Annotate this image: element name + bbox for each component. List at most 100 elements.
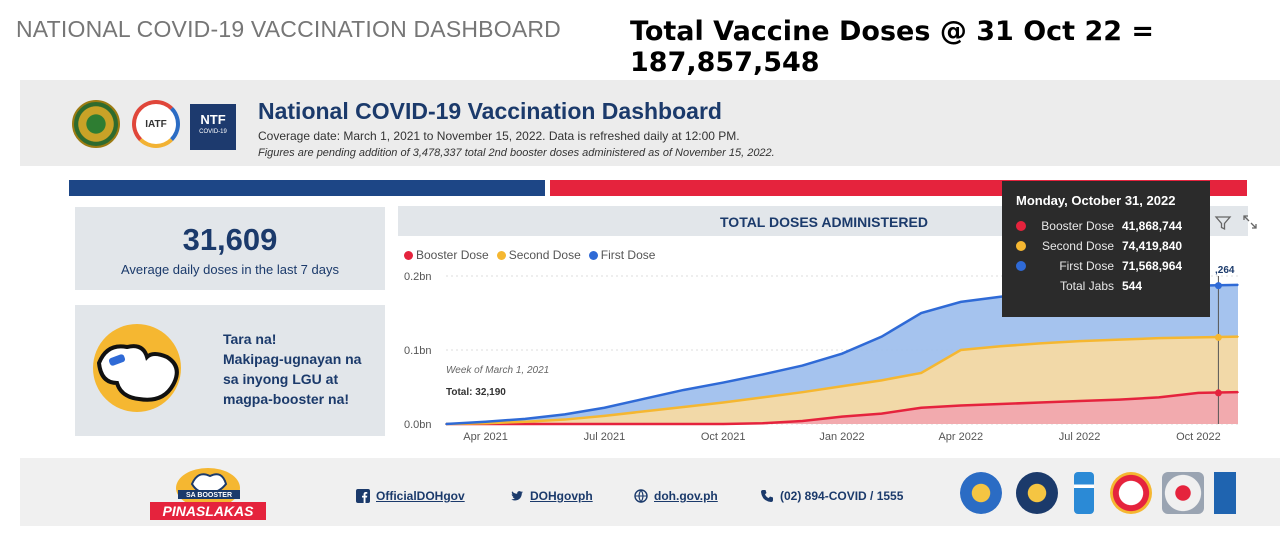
- tooltip-label-booster: Booster Dose: [1041, 219, 1114, 233]
- data-point: [1118, 338, 1120, 341]
- dashboard-header: IATF NTF COVID-19 National COVID-19 Vacci…: [20, 80, 1280, 166]
- avg-daily-doses-label: Average daily doses in the last 7 days: [120, 262, 339, 277]
- legend-item-booster[interactable]: Booster Dose: [404, 248, 489, 262]
- data-point: [960, 301, 962, 303]
- data-point: [1078, 400, 1081, 402]
- data-point: [801, 364, 804, 367]
- dilg-logo-icon: [1110, 472, 1152, 514]
- flag-blue-stripe: [69, 180, 545, 196]
- pinas-logo-line1: SA BOOSTER: [186, 492, 232, 499]
- tooltip-dot-total: [1016, 281, 1026, 291]
- data-point: [1197, 392, 1200, 394]
- x-tick-label: Oct 2022: [1176, 431, 1221, 443]
- website-link[interactable]: doh.gov.ph: [634, 489, 718, 503]
- filter-icon[interactable]: [1214, 214, 1232, 232]
- undp-logo-icon: [1214, 472, 1236, 514]
- data-point: [801, 391, 804, 393]
- expand-icon[interactable]: [1242, 214, 1258, 230]
- y-tick-label: 0.2bn: [404, 271, 432, 283]
- ntf-logo-text: NTF: [200, 112, 226, 127]
- data-point: [920, 372, 922, 374]
- twitter-link[interactable]: DOHgovph: [510, 489, 593, 503]
- data-point: [524, 423, 526, 425]
- tooltip-value-total: 544: [1122, 279, 1143, 293]
- phone-icon: [761, 490, 773, 502]
- tooltip-dot-second: [1016, 241, 1026, 251]
- chart-tooltip: Monday, October 31, 2022 Booster Dose 41,…: [1002, 181, 1210, 317]
- twitter-link-label: DOHgovph: [530, 489, 593, 503]
- facebook-link[interactable]: OfficialDOHgov: [356, 489, 465, 503]
- data-point: [1118, 398, 1120, 401]
- data-point: [722, 381, 724, 384]
- hover-marker: [1214, 333, 1222, 341]
- booster-promo-line4: magpa-booster na!: [223, 391, 350, 407]
- chart-title: TOTAL DOSES ADMINISTERED: [720, 214, 928, 230]
- data-point: [1237, 284, 1239, 286]
- iatf-logo-icon: IATF: [132, 100, 180, 148]
- data-point: [564, 423, 566, 425]
- tooltip-value-booster: 41,868,744: [1122, 219, 1183, 233]
- booster-promo-line1: Tara na!: [223, 331, 277, 347]
- x-tick-label: Jan 2022: [819, 431, 864, 443]
- tooltip-label-first: First Dose: [1059, 259, 1114, 273]
- tooltip-label-total: Total Jabs: [1059, 279, 1114, 293]
- data-point: [999, 345, 1002, 348]
- slide-title: NATIONAL COVID-19 VACCINATION DASHBOARD: [16, 16, 561, 42]
- data-point: [880, 379, 883, 382]
- data-point: [762, 373, 764, 376]
- annotation-week: Week of March 1, 2021: [446, 365, 549, 376]
- data-point: [524, 420, 526, 423]
- data-point: [960, 349, 962, 351]
- tooltip-dot-first: [1016, 261, 1026, 271]
- tooltip-dot-booster: [1016, 221, 1026, 231]
- booster-promo-text: Tara na! Makipag-ugnayan na sa inyong LG…: [223, 329, 361, 409]
- data-point: [1237, 391, 1239, 393]
- tooltip-value-second: 74,419,840: [1122, 239, 1183, 253]
- annotation-right-total: ,264: [1215, 266, 1235, 276]
- tooltip-label-second: Second Dose: [1041, 239, 1114, 253]
- pinas-logo-line2: PINASLAKAS: [162, 503, 254, 519]
- avg-daily-doses-value: 31,609: [182, 222, 278, 257]
- facebook-link-label: OfficialDOHgov: [376, 489, 465, 503]
- data-point: [564, 418, 566, 421]
- legend-dot-booster: [404, 250, 413, 260]
- data-point: [643, 423, 645, 425]
- data-point: [1158, 337, 1160, 339]
- dashboard-title: National COVID-19 Vaccination Dashboard: [258, 98, 722, 124]
- hover-marker: [1214, 282, 1222, 290]
- booster-promo-line3: sa inyong LGU at: [223, 371, 339, 387]
- x-tick-label: Jul 2022: [1059, 431, 1101, 443]
- data-point: [880, 335, 883, 338]
- tooltip-value-first: 71,568,964: [1122, 259, 1183, 273]
- legend-dot-second: [496, 250, 506, 260]
- pinas-lakas-logo-icon: SA BOOSTER PINASLAKAS: [150, 468, 266, 520]
- booster-promo-line2: Makipag-ugnayan na: [223, 351, 362, 367]
- tooltip-row-second: Second Dose 74,419,840: [1016, 236, 1196, 256]
- tooltip-row-booster: Booster Dose 41,868,744: [1016, 216, 1196, 236]
- total-doses-headline: Total Vaccine Doses @ 31 Oct 22 = 187,85…: [630, 16, 1155, 78]
- data-point: [603, 406, 606, 409]
- x-tick-label: Apr 2022: [938, 431, 983, 443]
- data-point: [1039, 401, 1041, 404]
- coverage-date-text: Coverage date: March 1, 2021 to November…: [258, 129, 740, 143]
- data-point: [524, 418, 526, 420]
- data-point: [1039, 342, 1041, 345]
- legend-label-first: First Dose: [600, 248, 656, 262]
- legend-item-first[interactable]: First Dose: [588, 248, 656, 262]
- data-point: [682, 406, 685, 408]
- data-point: [722, 401, 724, 404]
- dashboard-footer: SA BOOSTER PINASLAKAS OfficialDOHgov DOH…: [20, 458, 1280, 526]
- annotation-total: Total: 32,190: [446, 387, 506, 398]
- doh-seal-icon: [72, 100, 120, 148]
- data-point: [999, 295, 1002, 298]
- tooltip-date: Monday, October 31, 2022: [1016, 193, 1176, 208]
- data-point: [801, 420, 804, 422]
- legend-item-second[interactable]: Second Dose: [496, 248, 581, 262]
- data-point: [999, 403, 1002, 405]
- data-point: [603, 415, 606, 417]
- chart-legend: Booster Dose Second Dose First Dose: [404, 248, 655, 262]
- y-tick-label: 0.0bn: [404, 419, 432, 431]
- data-point: [841, 385, 843, 388]
- avg-daily-doses-card[interactable]: 31,609 Average daily doses in the last 7…: [75, 207, 385, 290]
